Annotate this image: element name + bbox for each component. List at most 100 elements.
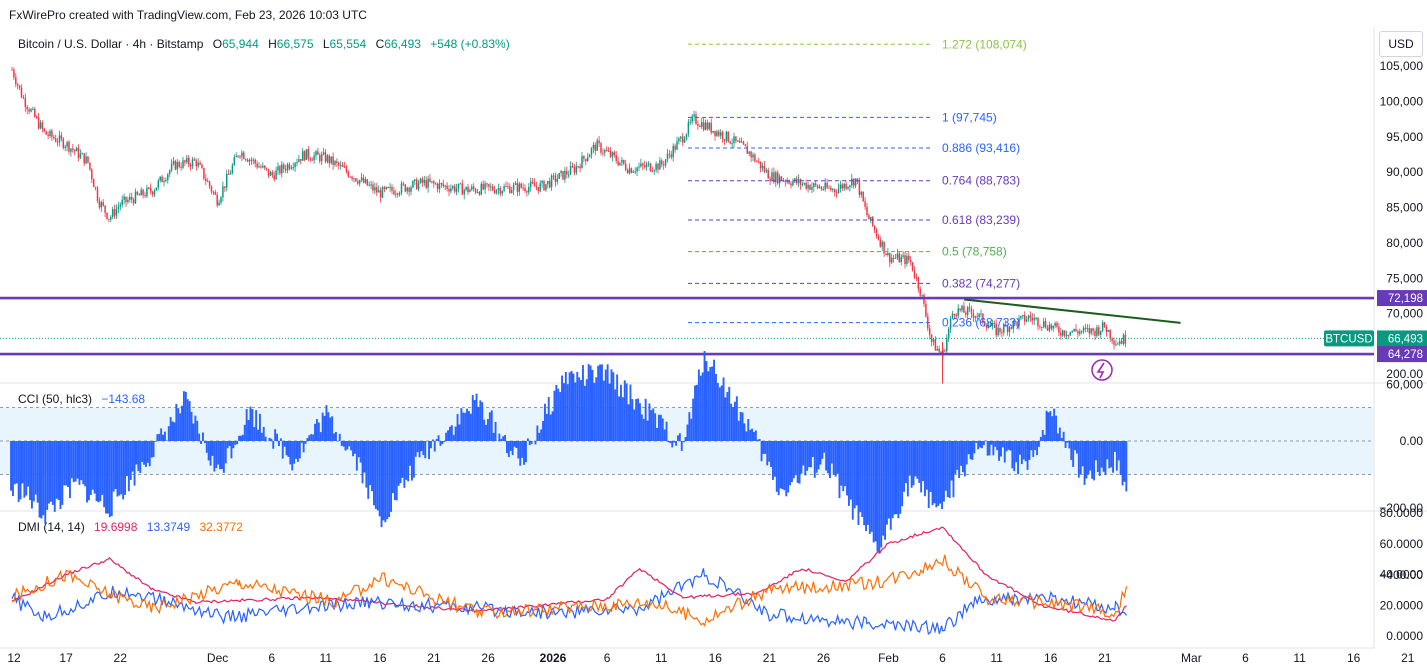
candle-body (516, 183, 519, 192)
cci-bar (806, 441, 809, 471)
candle-body (417, 182, 420, 190)
time-tick-label: 12 (7, 651, 21, 665)
candle-body (85, 156, 87, 164)
candle-body (583, 156, 585, 159)
candle-body (733, 136, 735, 144)
cci-bar (411, 441, 413, 481)
candle-body (123, 196, 125, 200)
cci-bar (954, 441, 957, 474)
price-tick-label: 85,000 (1386, 201, 1423, 215)
cci-bar (903, 441, 905, 492)
candle-body (727, 131, 730, 142)
candle-body (1020, 316, 1022, 319)
candle-body (203, 168, 205, 179)
candle-body (759, 161, 762, 169)
candle-body (550, 175, 553, 188)
candle-body (94, 187, 97, 189)
candle-body (1073, 328, 1075, 332)
candle-body (138, 194, 141, 196)
cci-bar (749, 429, 752, 441)
cci-bar (848, 441, 850, 506)
cci-bar (732, 406, 734, 441)
candle-body (142, 189, 144, 196)
currency-button[interactable]: USD (1379, 31, 1423, 57)
cci-bar (42, 441, 45, 516)
cci-bar (595, 377, 598, 441)
candle-body (1075, 328, 1077, 332)
cci-bar (768, 441, 771, 462)
dmi-name[interactable]: DMI (14, 14) (18, 520, 85, 534)
candle-body (1048, 324, 1051, 331)
candle-body (296, 162, 298, 164)
time-tick-label: 11 (990, 651, 1003, 665)
cci-bar (718, 387, 721, 441)
candle-body (729, 141, 731, 144)
cci-bar (145, 441, 147, 467)
cci-bar (627, 404, 630, 441)
cci-bar (787, 441, 790, 493)
candle-body (406, 187, 408, 192)
candle-body (714, 130, 716, 136)
cci-bar (255, 410, 258, 441)
symbol-label[interactable]: Bitcoin / U.S. Dollar · 4h · Bitstamp (18, 37, 204, 51)
candle-body (585, 158, 587, 162)
cci-bar (891, 441, 894, 519)
candle-body (271, 172, 274, 176)
cci-bar (430, 441, 432, 449)
candle-body (102, 202, 104, 206)
candle-body (794, 178, 796, 182)
candle-body (1044, 321, 1047, 328)
cci-bar (618, 396, 620, 441)
candle-body (279, 166, 281, 174)
cci-bar (371, 441, 373, 492)
cci-bar (91, 441, 94, 490)
cci-bar (1019, 441, 1021, 455)
cci-bar (785, 441, 788, 497)
cci-bar (800, 441, 803, 474)
candle-body (1022, 315, 1024, 317)
time-tick-label: 21 (427, 651, 441, 665)
cci-bar (44, 441, 47, 524)
candle-body (955, 314, 958, 316)
cci-bar (969, 441, 972, 460)
candle-body (699, 125, 701, 127)
cci-bar (1015, 441, 1018, 463)
cci-bar (471, 394, 474, 441)
cci-bar (431, 439, 434, 441)
cci-bar (74, 441, 77, 482)
price-tick-label: 95,000 (1386, 130, 1423, 144)
candle-body (1080, 330, 1083, 332)
support-tag-bg (1377, 346, 1427, 363)
cci-bar (1017, 441, 1019, 475)
cci-bar (169, 417, 172, 441)
candle-body (91, 169, 93, 180)
candle-body (691, 116, 693, 122)
cci-name[interactable]: CCI (50, hlc3) (18, 392, 93, 406)
candle-body (89, 162, 91, 170)
cci-bar (281, 441, 284, 459)
candle-body (284, 168, 287, 171)
cci-bar (506, 441, 508, 454)
cci-bar (715, 374, 717, 441)
candle-body (431, 181, 433, 183)
candle-body (465, 186, 467, 190)
candle-body (1096, 327, 1098, 336)
cci-bar (236, 441, 239, 445)
candle-body (377, 190, 380, 193)
cci-bar (422, 441, 425, 456)
candle-body (854, 178, 857, 186)
candle-body (421, 178, 424, 183)
cci-bar (416, 441, 419, 453)
candle-body (387, 187, 389, 189)
cci-bar (876, 441, 879, 552)
candle-body (562, 171, 564, 180)
candle-body (165, 179, 167, 182)
cci-bar (918, 441, 921, 483)
cci-bar (832, 441, 835, 475)
cci-bar (344, 441, 347, 451)
cci-bar (369, 441, 372, 486)
time-tick-label: 16 (709, 651, 723, 665)
cci-bar (840, 441, 843, 486)
cci-bar (621, 397, 624, 441)
dmi-legend: DMI (14, 14) 19.6998 13.3749 32.3772 (18, 520, 249, 534)
